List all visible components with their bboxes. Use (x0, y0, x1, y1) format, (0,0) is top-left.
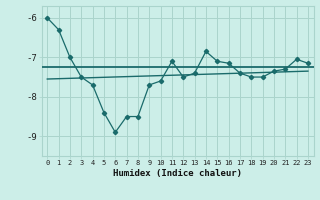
X-axis label: Humidex (Indice chaleur): Humidex (Indice chaleur) (113, 169, 242, 178)
